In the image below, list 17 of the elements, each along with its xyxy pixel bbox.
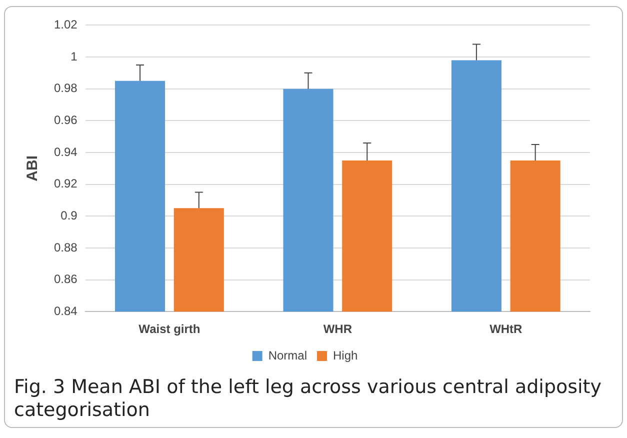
y-tick-label: 0.96: [54, 112, 78, 127]
legend-label: Normal: [268, 348, 307, 362]
y-tick-label: 1: [70, 49, 78, 64]
legend-label: High: [332, 348, 358, 362]
y-tick-label: 0.94: [54, 144, 78, 159]
y-tick-label: 0.9: [60, 208, 78, 222]
x-tick-label: WHR: [323, 322, 352, 336]
y-tick-label: 0.88: [54, 240, 78, 254]
y-tick-label: 0.84: [54, 304, 78, 318]
y-tick-label: 1.02: [54, 18, 78, 32]
caption: Fig. 3 Mean ABI of the left leg across various central adiposity categorisation: [14, 376, 602, 422]
x-tick-label: WHtR: [490, 322, 523, 336]
x-tick-label: Waist girth: [138, 322, 200, 336]
y-tick-label: 0.98: [54, 81, 78, 96]
y-tick-label: 0.86: [54, 272, 78, 286]
y-tick-label: 0.92: [54, 176, 78, 191]
y-axis-title: ABI: [24, 155, 42, 182]
